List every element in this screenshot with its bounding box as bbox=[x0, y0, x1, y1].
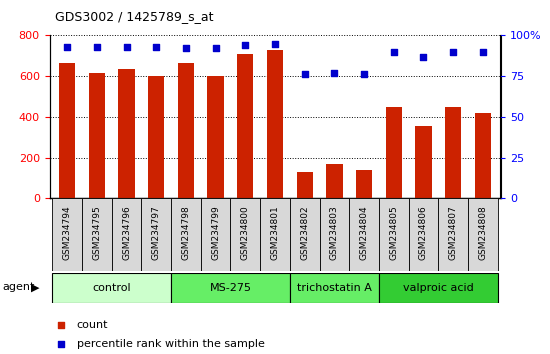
Text: agent: agent bbox=[3, 282, 35, 292]
Text: GSM234794: GSM234794 bbox=[63, 205, 72, 260]
Text: GSM234802: GSM234802 bbox=[300, 205, 309, 260]
Bar bbox=[260, 198, 290, 271]
Bar bbox=[267, 50, 283, 198]
Bar bbox=[59, 63, 75, 198]
Point bbox=[92, 44, 101, 50]
Point bbox=[373, 238, 382, 244]
Point bbox=[271, 41, 279, 46]
Text: control: control bbox=[92, 282, 131, 293]
Bar bbox=[468, 198, 498, 271]
Bar bbox=[475, 113, 491, 198]
Point bbox=[122, 44, 131, 50]
Bar bbox=[171, 198, 201, 271]
Bar bbox=[320, 198, 349, 271]
Bar bbox=[290, 198, 320, 271]
Point bbox=[419, 54, 428, 59]
Text: GSM234801: GSM234801 bbox=[271, 205, 279, 260]
Bar bbox=[438, 198, 468, 271]
Bar bbox=[409, 198, 438, 271]
Bar bbox=[296, 172, 313, 198]
Point bbox=[63, 44, 72, 50]
Bar bbox=[326, 164, 343, 198]
Bar bbox=[178, 63, 194, 198]
Point bbox=[330, 70, 339, 76]
Point bbox=[389, 49, 398, 55]
Text: MS-275: MS-275 bbox=[210, 282, 251, 293]
Text: ▶: ▶ bbox=[31, 282, 40, 292]
Text: percentile rank within the sample: percentile rank within the sample bbox=[76, 339, 265, 349]
Text: count: count bbox=[76, 320, 108, 330]
Point bbox=[478, 49, 487, 55]
Bar bbox=[230, 198, 260, 271]
Bar bbox=[207, 76, 224, 198]
Text: GSM234808: GSM234808 bbox=[478, 205, 487, 260]
Bar bbox=[379, 273, 498, 303]
Point bbox=[373, 64, 382, 70]
Point bbox=[449, 49, 458, 55]
Text: trichostatin A: trichostatin A bbox=[297, 282, 372, 293]
Bar bbox=[112, 198, 141, 271]
Text: GSM234799: GSM234799 bbox=[211, 205, 220, 260]
Text: valproic acid: valproic acid bbox=[403, 282, 474, 293]
Point bbox=[300, 72, 309, 77]
Bar bbox=[52, 198, 82, 271]
Bar bbox=[89, 73, 105, 198]
Point bbox=[360, 72, 368, 77]
Bar bbox=[118, 69, 135, 198]
Text: GSM234797: GSM234797 bbox=[152, 205, 161, 260]
Bar bbox=[379, 198, 409, 271]
Bar bbox=[171, 273, 290, 303]
Text: GSM234795: GSM234795 bbox=[92, 205, 101, 260]
Bar bbox=[52, 273, 171, 303]
Text: GSM234804: GSM234804 bbox=[360, 205, 368, 260]
Bar bbox=[349, 198, 379, 271]
Text: GSM234803: GSM234803 bbox=[330, 205, 339, 260]
Text: GSM234798: GSM234798 bbox=[182, 205, 190, 260]
Text: GSM234807: GSM234807 bbox=[449, 205, 458, 260]
Text: GSM234806: GSM234806 bbox=[419, 205, 428, 260]
Bar bbox=[290, 273, 379, 303]
Point bbox=[241, 42, 250, 48]
Text: GSM234796: GSM234796 bbox=[122, 205, 131, 260]
Text: GDS3002 / 1425789_s_at: GDS3002 / 1425789_s_at bbox=[55, 10, 213, 23]
Text: GSM234800: GSM234800 bbox=[241, 205, 250, 260]
Bar bbox=[82, 198, 112, 271]
Point bbox=[211, 46, 220, 51]
Bar bbox=[237, 54, 254, 198]
Point bbox=[182, 46, 190, 51]
Bar bbox=[415, 126, 432, 198]
Bar bbox=[356, 170, 372, 198]
Bar bbox=[141, 198, 171, 271]
Bar bbox=[148, 76, 164, 198]
Point bbox=[152, 44, 161, 50]
Bar bbox=[386, 107, 402, 198]
Text: GSM234805: GSM234805 bbox=[389, 205, 398, 260]
Bar bbox=[201, 198, 230, 271]
Bar bbox=[445, 107, 461, 198]
